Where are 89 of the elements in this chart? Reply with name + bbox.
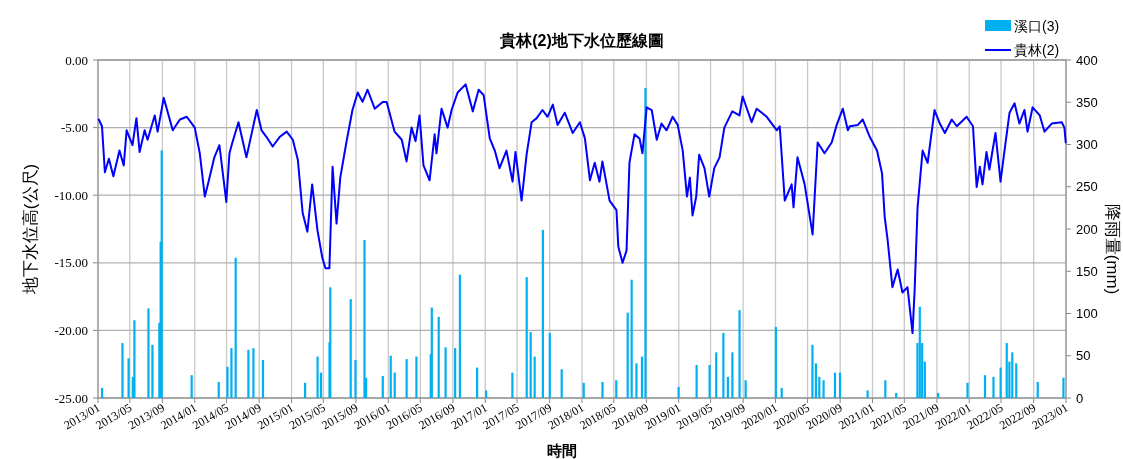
bar <box>884 380 887 398</box>
bar <box>918 306 921 398</box>
y-axis-title: 地下水位高(公尺) <box>21 163 40 296</box>
chart-title: 貴林(2)地下水位歷線圖 <box>499 32 664 50</box>
y-tick-label: -5.00 <box>60 120 88 136</box>
bar <box>525 277 528 398</box>
bar <box>541 229 544 398</box>
bar <box>529 332 532 398</box>
y2-tick-label: 100 <box>1076 306 1098 321</box>
y2-tick-label: 150 <box>1076 263 1098 279</box>
bar <box>100 387 104 398</box>
bar <box>548 332 551 398</box>
bar <box>1036 381 1039 398</box>
bar <box>708 365 711 398</box>
bar <box>644 87 647 398</box>
bar <box>966 382 969 398</box>
y2-tick-label: 200 <box>1076 221 1098 237</box>
bar <box>437 316 440 398</box>
bar <box>247 349 250 398</box>
bar <box>252 348 255 398</box>
bar <box>415 356 418 398</box>
bar <box>485 390 488 398</box>
bar <box>217 381 220 398</box>
bar <box>738 310 741 398</box>
y2-tick-label: 250 <box>1076 179 1098 195</box>
bar <box>121 343 124 398</box>
bar <box>822 380 825 398</box>
bar <box>630 279 633 398</box>
bar <box>744 380 747 398</box>
bar <box>1062 377 1065 398</box>
bar <box>1011 352 1014 398</box>
bar <box>133 320 136 398</box>
bar <box>983 375 987 398</box>
y-tick-label: 0.00 <box>65 52 88 68</box>
y2-tick-label: 300 <box>1076 137 1098 152</box>
bar <box>405 359 408 398</box>
y2-tick-label: 50 <box>1076 348 1091 364</box>
bar <box>444 347 447 398</box>
bar <box>936 392 940 398</box>
bar <box>261 359 265 398</box>
bar <box>1005 343 1008 398</box>
bar <box>190 375 193 398</box>
y2-tick-label: 0 <box>1076 390 1084 406</box>
bar <box>615 380 618 398</box>
bar <box>999 367 1002 398</box>
bar <box>866 390 869 398</box>
bar <box>992 376 995 398</box>
bar <box>774 327 777 398</box>
bar <box>722 332 725 398</box>
bar <box>626 312 629 398</box>
y-tick-label: -25.00 <box>54 390 88 406</box>
bar <box>381 376 384 398</box>
bar <box>349 299 352 398</box>
bar <box>635 363 638 398</box>
bar <box>147 308 150 398</box>
bar <box>811 344 814 398</box>
bar <box>234 257 237 398</box>
bar <box>454 348 457 398</box>
line-series <box>97 83 1067 335</box>
bar <box>731 352 734 398</box>
bar <box>780 387 783 398</box>
bar <box>726 376 729 398</box>
bar <box>304 382 307 398</box>
bar <box>582 382 585 398</box>
bar <box>695 365 698 398</box>
bar <box>533 356 536 398</box>
bar <box>715 352 718 398</box>
y2-tick-label: 400 <box>1076 52 1098 68</box>
bar <box>677 387 680 398</box>
bar <box>601 381 604 398</box>
bar <box>127 358 130 398</box>
y2-tick-label: 350 <box>1076 94 1098 110</box>
y2-axis-title: 降雨量(mm) <box>1103 203 1122 295</box>
legend-label: 溪口(3) <box>1014 18 1060 34</box>
bar <box>354 359 357 398</box>
bar <box>476 367 479 398</box>
bar <box>895 392 898 398</box>
bar <box>1015 363 1018 398</box>
legend-label: 貴林(2) <box>1014 42 1060 58</box>
y-tick-label: -10.00 <box>54 187 88 203</box>
bar <box>316 356 319 398</box>
x-axis-title: 時間 <box>547 442 577 459</box>
bar <box>363 239 366 398</box>
y-tick-label: -15.00 <box>54 255 88 271</box>
bar <box>230 348 233 398</box>
y-tick-label: -20.00 <box>54 322 88 338</box>
bar <box>458 274 462 398</box>
bar <box>389 355 392 398</box>
bar <box>560 369 563 398</box>
